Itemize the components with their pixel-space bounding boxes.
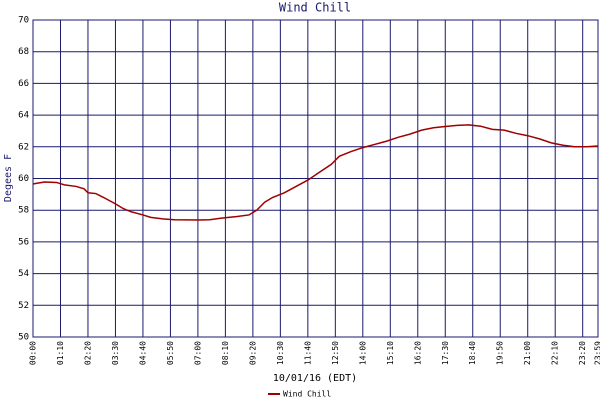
y-tick-label: 52	[18, 301, 29, 311]
y-tick-label: 64	[18, 111, 29, 121]
x-tick-label: 01:10	[56, 341, 65, 365]
x-tick-label: 18:40	[468, 341, 477, 365]
y-tick-label: 56	[18, 237, 29, 247]
x-tick-label: 10:30	[276, 341, 285, 365]
x-tick-label: 04:40	[138, 341, 147, 365]
y-tick-label: 54	[18, 269, 29, 279]
y-tick-label: 68	[18, 47, 29, 57]
x-tick-label: 12:50	[331, 341, 340, 365]
x-tick-label: 02:20	[83, 341, 92, 365]
x-tick-label: 17:30	[441, 341, 450, 365]
y-tick-label: 58	[18, 206, 29, 216]
y-tick-label: 50	[18, 333, 29, 343]
x-tick-label: 11:40	[303, 341, 312, 365]
x-tick-label: 15:10	[386, 341, 395, 365]
y-tick-label: 66	[18, 79, 29, 89]
x-tick-label: 16:20	[413, 341, 422, 365]
chart-title: Wind Chill	[279, 1, 351, 15]
x-tick-label: 14:00	[358, 341, 367, 365]
y-tick-label: 70	[18, 16, 29, 26]
x-axis-label: 10/01/16 (EDT)	[273, 373, 357, 384]
x-tick-label: 00:00	[29, 341, 38, 365]
x-tick-label: 09:20	[248, 341, 257, 365]
x-tick-label: 23:20	[578, 341, 587, 365]
x-tick-label: 05:50	[166, 341, 175, 365]
y-tick-label: 62	[18, 142, 29, 152]
x-tick-label: 03:30	[111, 341, 120, 365]
legend-label: Wind Chill	[283, 390, 331, 399]
x-tick-label: 23:59	[594, 341, 600, 365]
x-tick-label: 22:10	[551, 341, 560, 365]
y-tick-label: 60	[18, 174, 29, 184]
x-tick-label: 19:50	[496, 341, 505, 365]
x-tick-label: 08:10	[221, 341, 230, 365]
y-axis-label: Degees F	[3, 154, 14, 202]
x-tick-label: 21:00	[523, 341, 532, 365]
x-tick-label: 07:00	[193, 341, 202, 365]
data-line	[33, 125, 598, 220]
